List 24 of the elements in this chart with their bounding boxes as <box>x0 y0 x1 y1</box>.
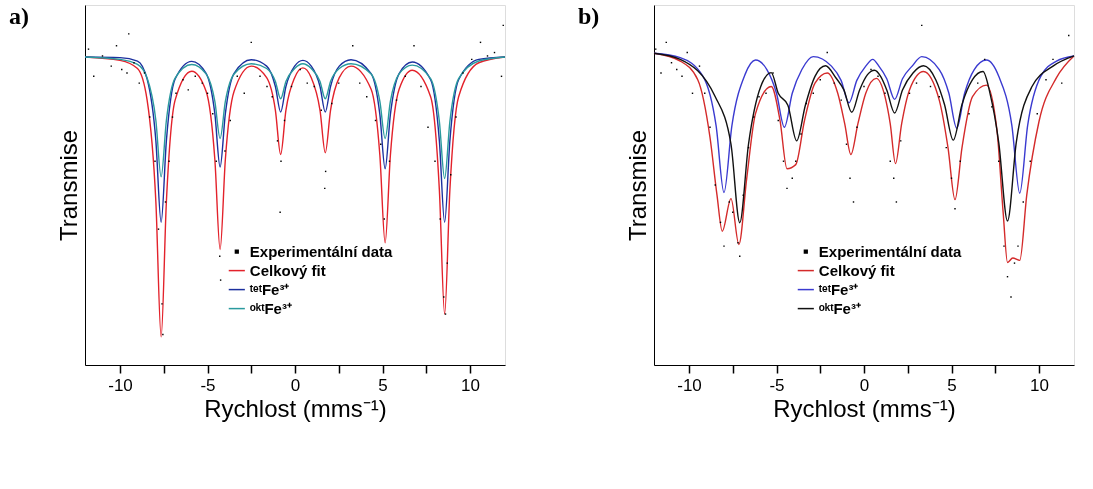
legend-label: ᵗᵉᵗFe³⁺ <box>818 280 859 298</box>
x-axis-title: Rychlost (mms⁻¹) <box>204 394 387 422</box>
x-tick-label: 10 <box>1030 375 1049 395</box>
x-tick-label: 5 <box>947 375 957 395</box>
legend-label: Celkový fit <box>818 261 895 279</box>
legend-label: ᵗᵉᵗFe³⁺ <box>249 280 290 298</box>
x-tick-label: 5 <box>378 375 388 395</box>
y-axis-title: Transmise <box>54 129 82 242</box>
legend-label: Celkový fit <box>249 261 326 279</box>
chart-title: a) <box>9 3 29 29</box>
legend-label: ᵒᵏᵗFe³⁺ <box>249 299 292 317</box>
x-tick-label: -5 <box>769 375 785 395</box>
chart-title: b) <box>578 3 600 29</box>
x-tick-label: 0 <box>290 375 301 395</box>
x-tick-label: 0 <box>859 375 870 395</box>
x-axis-title: Rychlost (mms⁻¹) <box>773 394 956 422</box>
x-tick-label: 10 <box>461 375 480 395</box>
x-tick-label: -10 <box>677 375 702 395</box>
legend-label: Experimentální data <box>249 242 393 260</box>
legend-label: ᵒᵏᵗFe³⁺ <box>818 299 861 317</box>
legend-label: Experimentální data <box>818 242 962 260</box>
y-axis-title: Transmise <box>623 129 651 242</box>
x-tick-label: -10 <box>108 375 133 395</box>
x-tick-label: -5 <box>200 375 216 395</box>
